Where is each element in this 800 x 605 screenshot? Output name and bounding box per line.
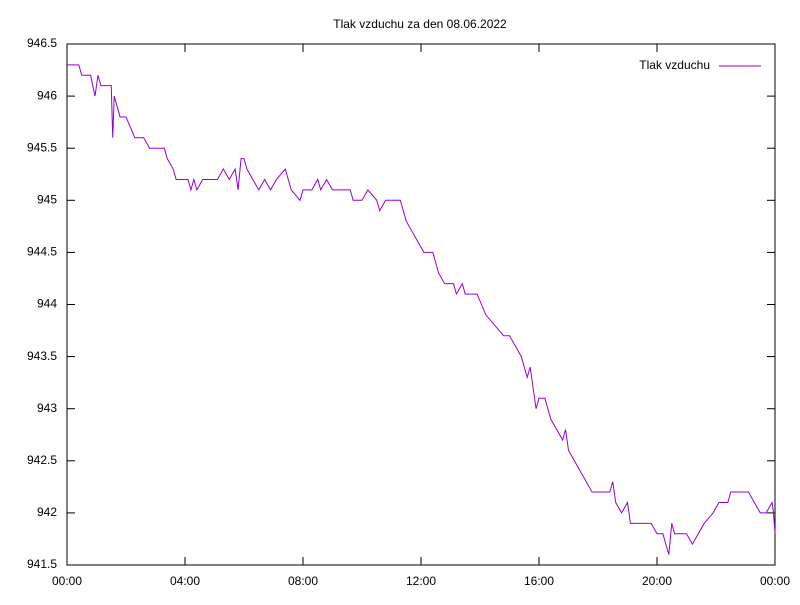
y-tick-label: 944 <box>37 297 57 311</box>
legend-label: Tlak vzduchu <box>639 58 710 72</box>
x-tick-label: 12:00 <box>406 574 436 588</box>
y-tick-label: 945.5 <box>27 140 57 154</box>
y-tick-label: 946 <box>37 88 57 102</box>
x-tick-label: 00:00 <box>760 574 790 588</box>
y-tick-label: 942.5 <box>27 453 57 467</box>
y-tick-label: 946.5 <box>27 36 57 50</box>
y-tick-label: 944.5 <box>27 245 57 259</box>
data-line <box>67 64 776 555</box>
y-tick-label: 942 <box>37 505 57 519</box>
x-tick-label: 20:00 <box>642 574 672 588</box>
y-tick-label: 943.5 <box>27 349 57 363</box>
plot-frame <box>66 43 776 566</box>
x-tick-label: 08:00 <box>288 574 318 588</box>
y-tick-label: 943 <box>37 401 57 415</box>
x-tick-label: 16:00 <box>524 574 554 588</box>
x-tick-label: 04:00 <box>170 574 200 588</box>
x-tick-label: 00:00 <box>52 574 82 588</box>
chart-title: Tlak vzduchu za den 08.06.2022 <box>333 17 507 31</box>
y-tick-label: 941.5 <box>27 557 57 571</box>
y-tick-label: 945 <box>37 192 57 206</box>
